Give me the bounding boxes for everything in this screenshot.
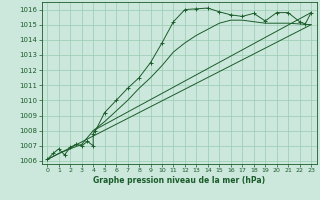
X-axis label: Graphe pression niveau de la mer (hPa): Graphe pression niveau de la mer (hPa) bbox=[93, 176, 265, 185]
